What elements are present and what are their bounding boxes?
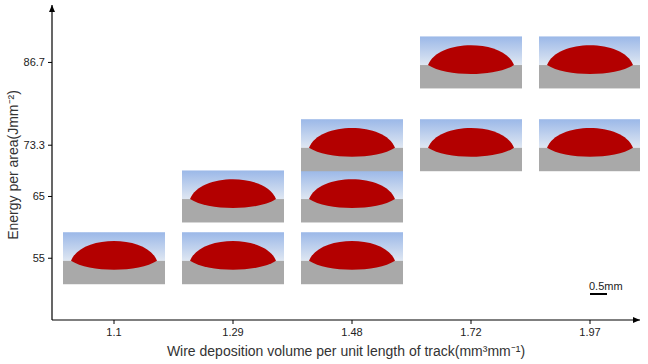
y-axis-label: Energy per area(Jmm⁻²) [5,90,21,240]
bead [428,45,514,74]
bead [190,179,276,208]
y-axis [51,5,52,320]
bead [309,128,395,157]
x-tick-label: 1.29 [222,326,243,338]
bead-thumbnail [301,119,403,171]
x-axis-label: Wire deposition volume per unit length o… [167,343,525,359]
bead [428,128,514,157]
bead-thumbnail [539,119,640,171]
y-tick-label: 55 [33,252,45,264]
bead-thumbnail [301,232,403,284]
bead-thumbnail [63,232,165,284]
x-tick-label: 1.48 [341,326,362,338]
x-arrow [633,317,640,323]
x-tick [590,320,591,324]
bead-thumbnail [420,36,522,88]
x-tick-label: 1.72 [460,326,481,338]
x-axis [52,319,640,320]
bead-thumbnail [182,232,284,284]
y-tick [48,62,52,63]
y-tick [48,258,52,259]
y-tick-label: 65 [33,190,45,202]
bead [190,241,276,270]
y-tick [48,196,52,197]
y-tick-label: 73.3 [24,139,45,151]
bead [547,128,633,157]
bead [547,45,633,74]
x-tick [471,320,472,324]
y-arrow [49,5,55,12]
x-tick [114,320,115,324]
bead-thumbnail [420,119,522,171]
x-tick-label: 1.97 [579,326,600,338]
bead [309,241,395,270]
scale-bar [590,293,607,295]
bead-thumbnail [182,170,284,222]
bead [309,179,395,208]
bead [71,241,157,270]
marks [63,36,640,284]
bead-thumbnail [301,170,403,222]
bead-thumbnail [539,36,640,88]
chart: 55 65 73.3 86.7 1.1 1.29 1.48 1.72 1.97 Wire depo… [0,0,648,364]
scale-bar-label: 0.5mm [589,280,623,292]
y-tick-label: 86.7 [24,56,45,68]
x-tick [233,320,234,324]
y-tick [48,145,52,146]
x-tick-label: 1.1 [106,326,121,338]
x-tick [352,320,353,324]
